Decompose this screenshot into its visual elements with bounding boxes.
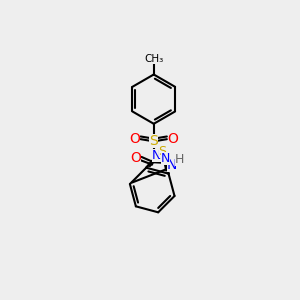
Text: N: N	[152, 149, 161, 163]
Text: S: S	[159, 145, 167, 158]
Text: N: N	[161, 152, 170, 165]
Text: O: O	[130, 152, 141, 165]
Text: N: N	[167, 158, 177, 172]
Text: CH₃: CH₃	[144, 54, 164, 64]
Text: H: H	[175, 154, 184, 166]
Text: S: S	[149, 134, 158, 148]
Text: O: O	[129, 132, 140, 146]
Text: O: O	[168, 132, 178, 146]
